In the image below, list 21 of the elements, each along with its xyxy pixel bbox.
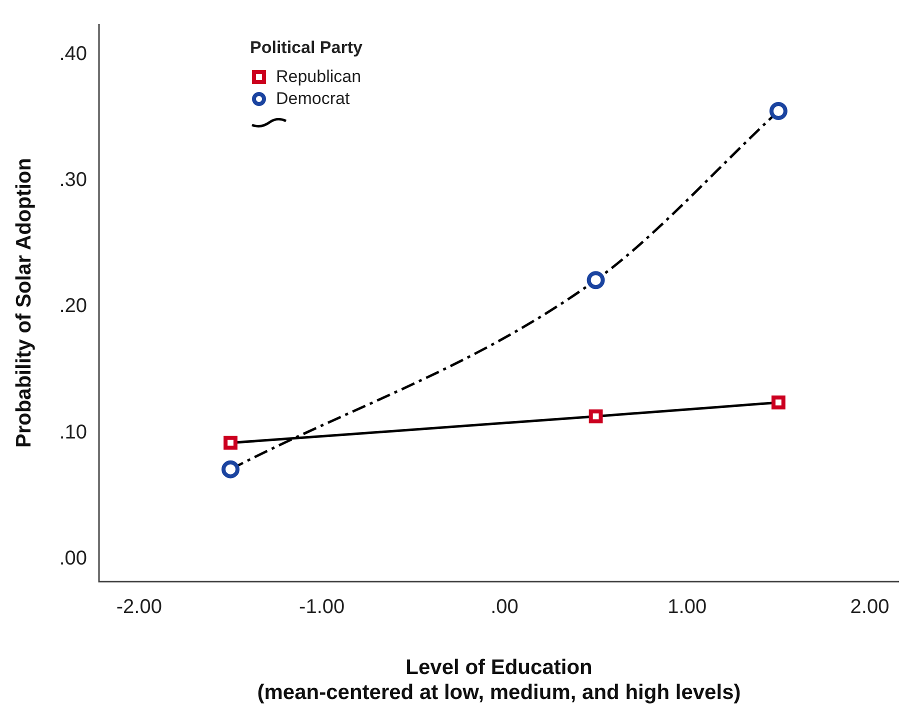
- legend-label: Republican: [276, 67, 362, 87]
- legend-label: Democrat: [276, 89, 350, 109]
- point: [769, 102, 788, 120]
- legend-title: Political Party: [250, 38, 362, 58]
- y-tick-label: .10: [59, 421, 88, 444]
- y-tick-label: .00: [59, 547, 88, 570]
- y-tick-label: .40: [59, 42, 88, 65]
- y-tick-label: .20: [59, 295, 88, 318]
- point: [224, 436, 238, 450]
- y-axis-title: Probability of Solar Adoption: [12, 158, 36, 448]
- x-tick-label: -2.00: [116, 596, 162, 618]
- point: [586, 271, 605, 290]
- point: [222, 460, 240, 478]
- x-tick-label: 2.00: [850, 596, 890, 618]
- point: [588, 409, 603, 424]
- x-axis-title: Level of Education (mean-centered at low, medium, and high levels): [257, 656, 741, 704]
- x-tick-label: .00: [490, 596, 518, 618]
- x-tick-label: 1.00: [668, 596, 707, 618]
- point: [772, 396, 786, 410]
- x-tick-label: -1.00: [299, 596, 345, 618]
- y-tick-label: .30: [59, 168, 88, 191]
